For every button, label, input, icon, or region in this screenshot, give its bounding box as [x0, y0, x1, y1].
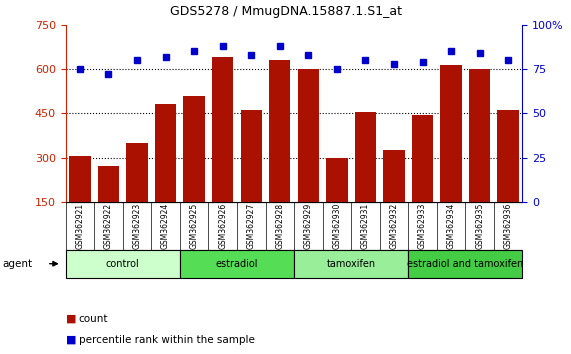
Text: GSM362930: GSM362930 — [332, 202, 341, 249]
Text: GSM362935: GSM362935 — [475, 202, 484, 249]
Text: ■: ■ — [66, 314, 76, 324]
Text: GSM362926: GSM362926 — [218, 202, 227, 249]
Text: GDS5278 / MmugDNA.15887.1.S1_at: GDS5278 / MmugDNA.15887.1.S1_at — [170, 5, 401, 18]
Text: GSM362927: GSM362927 — [247, 202, 256, 249]
Bar — [294, 250, 408, 278]
Text: GSM362924: GSM362924 — [161, 202, 170, 249]
Bar — [212, 57, 234, 202]
Bar — [297, 69, 319, 202]
Bar — [240, 110, 262, 202]
Bar — [355, 112, 376, 202]
Text: percentile rank within the sample: percentile rank within the sample — [79, 335, 255, 345]
Bar — [412, 115, 433, 202]
Text: GSM362932: GSM362932 — [389, 202, 399, 249]
Text: control: control — [106, 259, 140, 269]
Bar — [440, 65, 462, 202]
Bar — [408, 250, 522, 278]
Bar — [126, 143, 148, 202]
Bar — [469, 69, 490, 202]
Bar — [497, 110, 519, 202]
Bar — [326, 158, 348, 202]
Bar — [269, 60, 291, 202]
Text: GSM362936: GSM362936 — [504, 202, 513, 249]
Text: GSM362922: GSM362922 — [104, 202, 113, 249]
Text: agent: agent — [3, 259, 33, 269]
Text: GSM362928: GSM362928 — [275, 202, 284, 249]
Bar — [183, 96, 205, 202]
Bar — [66, 250, 180, 278]
Text: GSM362923: GSM362923 — [132, 202, 142, 249]
Text: GSM362925: GSM362925 — [190, 202, 199, 249]
Bar — [155, 104, 176, 202]
Text: GSM362934: GSM362934 — [447, 202, 456, 249]
Text: ■: ■ — [66, 335, 76, 345]
Text: GSM362933: GSM362933 — [418, 202, 427, 249]
Text: count: count — [79, 314, 108, 324]
Bar — [69, 156, 91, 202]
Text: estradiol: estradiol — [216, 259, 258, 269]
Text: tamoxifen: tamoxifen — [327, 259, 376, 269]
Bar — [98, 166, 119, 202]
Text: GSM362929: GSM362929 — [304, 202, 313, 249]
Text: GSM362931: GSM362931 — [361, 202, 370, 249]
Text: GSM362921: GSM362921 — [75, 202, 85, 249]
Bar — [180, 250, 294, 278]
Bar — [383, 150, 405, 202]
Text: estradiol and tamoxifen: estradiol and tamoxifen — [407, 259, 524, 269]
